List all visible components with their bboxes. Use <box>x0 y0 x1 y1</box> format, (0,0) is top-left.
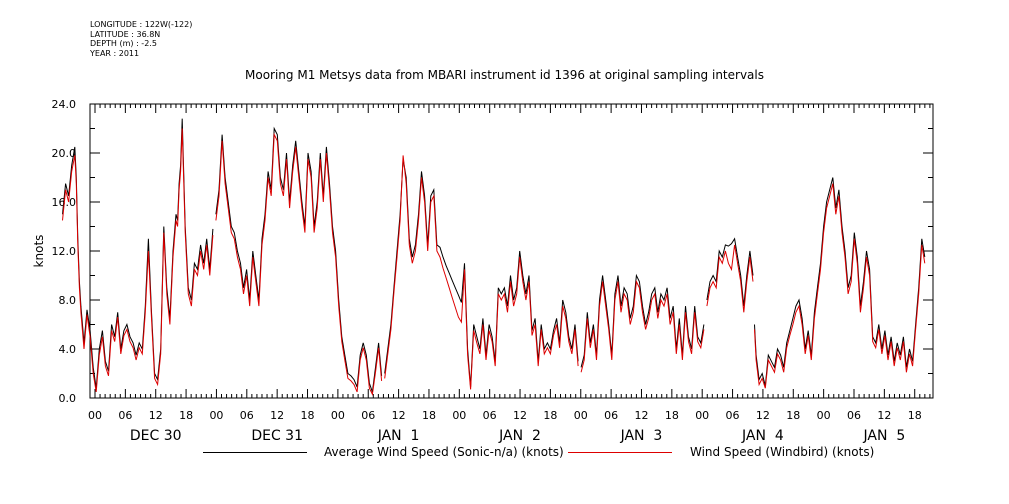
series-line-sonic <box>580 273 705 368</box>
metadata-block: LONGITUDE : 122W(-122) LATITUDE : 36.8N … <box>90 20 192 58</box>
x-tick-label: 12 <box>513 409 527 422</box>
y-tick-label: 8.0 <box>59 294 77 307</box>
x-tick-label: 18 <box>908 409 922 422</box>
x-tick-label: 00 <box>817 409 831 422</box>
x-tick-label: 18 <box>665 409 679 422</box>
y-axis-label: knots <box>32 235 46 268</box>
x-tick-label: 00 <box>452 409 466 422</box>
x-tick-label: 12 <box>270 409 284 422</box>
x-tick-label: 06 <box>240 409 254 422</box>
plot-frame <box>89 103 934 399</box>
x-day-label: DEC 31 <box>251 428 303 444</box>
x-day-label: JAN 2 <box>498 428 541 444</box>
longitude-text: LONGITUDE : 122W(-122) <box>90 20 193 29</box>
x-tick-label: 00 <box>88 409 102 422</box>
y-tick-label: 12.0 <box>52 245 77 258</box>
series-line-sonic <box>384 159 579 388</box>
x-tick-label: 12 <box>877 409 891 422</box>
x-day-label: DEC 30 <box>130 428 182 444</box>
series-line-windbird <box>62 128 214 392</box>
x-day-label: JAN 4 <box>741 428 784 444</box>
series-line-sonic <box>215 126 383 393</box>
x-day-label: JAN 1 <box>377 428 420 444</box>
series-line-sonic <box>754 177 926 386</box>
series-line-windbird <box>384 155 579 390</box>
y-tick-label: 20.0 <box>52 147 77 160</box>
legend-label-sonic: Average Wind Speed (Sonic-n/a) (knots) <box>324 445 564 459</box>
x-tick-label: 06 <box>118 409 132 422</box>
x-tick-label: 18 <box>422 409 436 422</box>
x-tick-label: 12 <box>149 409 163 422</box>
chart-title: Mooring M1 Metsys data from MBARI instru… <box>245 68 764 82</box>
x-tick-label: 12 <box>756 409 770 422</box>
x-tick-label: 12 <box>634 409 648 422</box>
year-text: YEAR : 2011 <box>90 48 140 58</box>
x-tick-label: 00 <box>209 409 223 422</box>
x-tick-label: 06 <box>361 409 375 422</box>
y-tick-label: 0.0 <box>59 392 77 405</box>
series-line-sonic <box>62 118 214 389</box>
x-tick-label: 18 <box>301 409 315 422</box>
y-tick-label: 4.0 <box>59 343 77 356</box>
x-tick-label: 06 <box>726 409 740 422</box>
x-tick-label: 18 <box>179 409 193 422</box>
x-tick-label: 00 <box>331 409 345 422</box>
depth-text: DEPTH (m) : -2.5 <box>90 39 157 49</box>
series-line-windbird <box>580 279 705 373</box>
x-day-label: JAN 5 <box>862 428 905 444</box>
series-line-windbird <box>754 183 926 389</box>
x-tick-label: 06 <box>847 409 861 422</box>
legend-line-sonic <box>203 452 307 453</box>
x-day-label: JAN 3 <box>620 428 663 444</box>
x-tick-label: 00 <box>574 409 588 422</box>
x-tick-label: 12 <box>392 409 406 422</box>
x-tick-label: 06 <box>483 409 497 422</box>
series-line-windbird <box>706 244 754 313</box>
x-tick-label: 06 <box>604 409 618 422</box>
series-line-windbird <box>215 132 383 396</box>
legend-label-windbird: Wind Speed (Windbird) (knots) <box>690 445 875 459</box>
legend-line-windbird <box>568 452 672 453</box>
x-tick-label: 18 <box>543 409 557 422</box>
y-tick-label: 24.0 <box>52 98 77 111</box>
series-line-sonic <box>706 237 754 307</box>
x-tick-label: 18 <box>786 409 800 422</box>
x-tick-label: 00 <box>695 409 709 422</box>
latitude-text: LATITUDE : 36.8N <box>90 29 161 39</box>
